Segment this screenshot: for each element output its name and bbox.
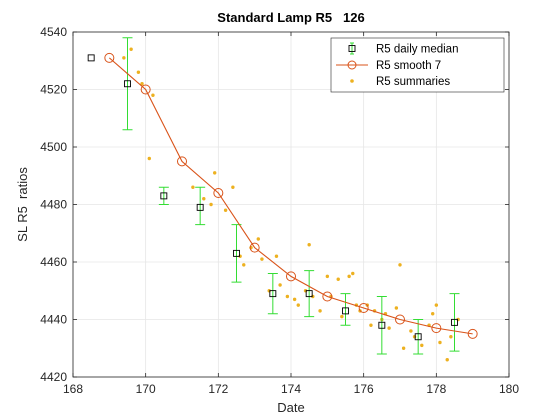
- ticks: 168 170 172 174 176 178 180 4420 4440 4460 4480 450…: [40, 25, 519, 396]
- summary-point: [256, 237, 260, 241]
- smooth-point: [213, 188, 224, 198]
- summary-point: [445, 358, 449, 362]
- y-tick-label: 4420: [40, 370, 67, 384]
- smooth-point: [322, 291, 333, 302]
- smooth-point: [104, 52, 115, 63]
- median-point: [124, 80, 131, 88]
- summary-point: [274, 254, 279, 258]
- summary-point: [147, 156, 151, 161]
- legend-median-marker: [348, 45, 356, 52]
- summary-point: [242, 263, 246, 267]
- median-point: [160, 192, 168, 200]
- plot-frame: [72, 31, 510, 378]
- x-tick-label: 180: [499, 382, 519, 396]
- summary-point: [449, 335, 453, 339]
- summary-point: [202, 197, 206, 201]
- x-axis-label: Date: [277, 400, 304, 415]
- x-tick-label: 168: [63, 382, 83, 396]
- summary-point: [412, 335, 417, 339]
- median-point: [87, 54, 95, 62]
- summary-point: [351, 271, 355, 276]
- median-point: [305, 290, 313, 298]
- y-axis-label: SL R5 ratios: [15, 167, 30, 242]
- summary-point: [292, 297, 297, 302]
- summary-point: [340, 314, 344, 319]
- summary-point: [151, 93, 155, 97]
- y-tick-label: 4500: [40, 140, 67, 154]
- y-tick-label: 4540: [40, 25, 67, 39]
- summary-point: [438, 340, 442, 345]
- summary-point: [347, 274, 351, 279]
- legend-smooth-marker: [347, 60, 357, 70]
- summary-point: [409, 329, 413, 333]
- summary-point: [122, 56, 126, 60]
- summary-point: [209, 202, 213, 207]
- median-point: [233, 249, 240, 257]
- summary-point: [387, 326, 391, 330]
- summary-point: [318, 309, 322, 313]
- smooth-point: [177, 156, 187, 167]
- smooth-point: [467, 328, 478, 339]
- chart-title: Standard Lamp R5 126: [217, 10, 364, 25]
- y-tick-label: 4460: [40, 255, 67, 269]
- smooth-line: [108, 57, 473, 335]
- y-tick-label: 4440: [40, 313, 67, 327]
- smooth-point: [358, 303, 369, 313]
- summary-point: [285, 294, 290, 299]
- median-point: [196, 203, 204, 211]
- summary-point: [369, 323, 373, 327]
- x-tick-label: 176: [354, 382, 374, 396]
- summary-point: [223, 208, 228, 212]
- summary-point: [136, 70, 141, 74]
- summary-point: [213, 171, 217, 175]
- median-point: [269, 290, 277, 298]
- summary-point: [431, 312, 435, 316]
- x-tick-label: 170: [136, 382, 156, 396]
- summary-point: [140, 82, 144, 86]
- summary-point: [278, 283, 282, 287]
- chart-marks: [87, 37, 478, 362]
- summary-point: [191, 185, 195, 189]
- summary-point: [231, 185, 235, 189]
- median-point: [378, 321, 386, 329]
- summary-point: [420, 343, 424, 348]
- x-tick-label: 178: [426, 382, 446, 396]
- summary-point: [296, 303, 300, 307]
- x-tick-label: 174: [281, 382, 301, 396]
- legend-entry-smooth: R5 smooth 7: [336, 60, 441, 72]
- y-tick-label: 4480: [40, 198, 67, 212]
- summary-point: [325, 274, 330, 279]
- legend-label-summaries: R5 summaries: [376, 76, 450, 88]
- summary-point: [260, 257, 264, 261]
- summary-point: [129, 47, 133, 51]
- smooth-point: [140, 84, 151, 95]
- legend-label-median: R5 daily median: [376, 44, 458, 56]
- summary-point: [307, 243, 311, 247]
- summary-point: [336, 277, 340, 281]
- smooth-point: [395, 314, 405, 325]
- x-tick-label: 172: [208, 382, 228, 396]
- legend: R5 daily median R5 smooth 7 R5 summaries: [330, 37, 505, 93]
- smooth-point: [431, 323, 442, 334]
- legend-entry-summaries: R5 summaries: [350, 76, 450, 88]
- median-point: [414, 333, 422, 341]
- legend-summaries-marker: [350, 79, 354, 83]
- median-point: [342, 307, 349, 315]
- summary-point: [398, 263, 402, 267]
- y-tick-label: 4520: [40, 83, 67, 97]
- legend-entry-median: R5 daily median: [348, 42, 458, 56]
- smooth-point: [286, 271, 296, 282]
- median-point: [451, 318, 458, 326]
- summary-point: [394, 306, 399, 310]
- summary-point: [401, 346, 406, 350]
- summary-point: [434, 303, 439, 307]
- smooth-point: [249, 242, 260, 253]
- legend-label-smooth: R5 smooth 7: [376, 60, 441, 72]
